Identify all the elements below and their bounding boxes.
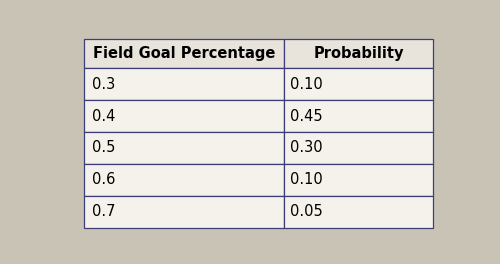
Text: 0.05: 0.05 xyxy=(290,204,323,219)
Bar xyxy=(284,68,432,100)
Bar xyxy=(284,100,432,132)
Bar xyxy=(284,39,432,68)
Text: Field Goal Percentage: Field Goal Percentage xyxy=(93,46,276,61)
Text: 0.10: 0.10 xyxy=(290,172,323,187)
Text: 0.3: 0.3 xyxy=(92,77,115,92)
Bar xyxy=(84,39,284,68)
Bar xyxy=(84,164,284,196)
Text: 0.30: 0.30 xyxy=(290,140,323,155)
Text: 0.7: 0.7 xyxy=(92,204,116,219)
Text: 0.4: 0.4 xyxy=(92,109,115,124)
Bar xyxy=(284,132,432,164)
Bar xyxy=(84,68,284,100)
Text: 0.5: 0.5 xyxy=(92,140,115,155)
Text: Probability: Probability xyxy=(313,46,404,61)
Bar xyxy=(284,196,432,228)
Text: 0.6: 0.6 xyxy=(92,172,115,187)
Text: 0.10: 0.10 xyxy=(290,77,323,92)
Text: 0.45: 0.45 xyxy=(290,109,323,124)
Bar xyxy=(284,164,432,196)
Bar xyxy=(84,100,284,132)
Bar xyxy=(84,132,284,164)
Bar xyxy=(84,196,284,228)
